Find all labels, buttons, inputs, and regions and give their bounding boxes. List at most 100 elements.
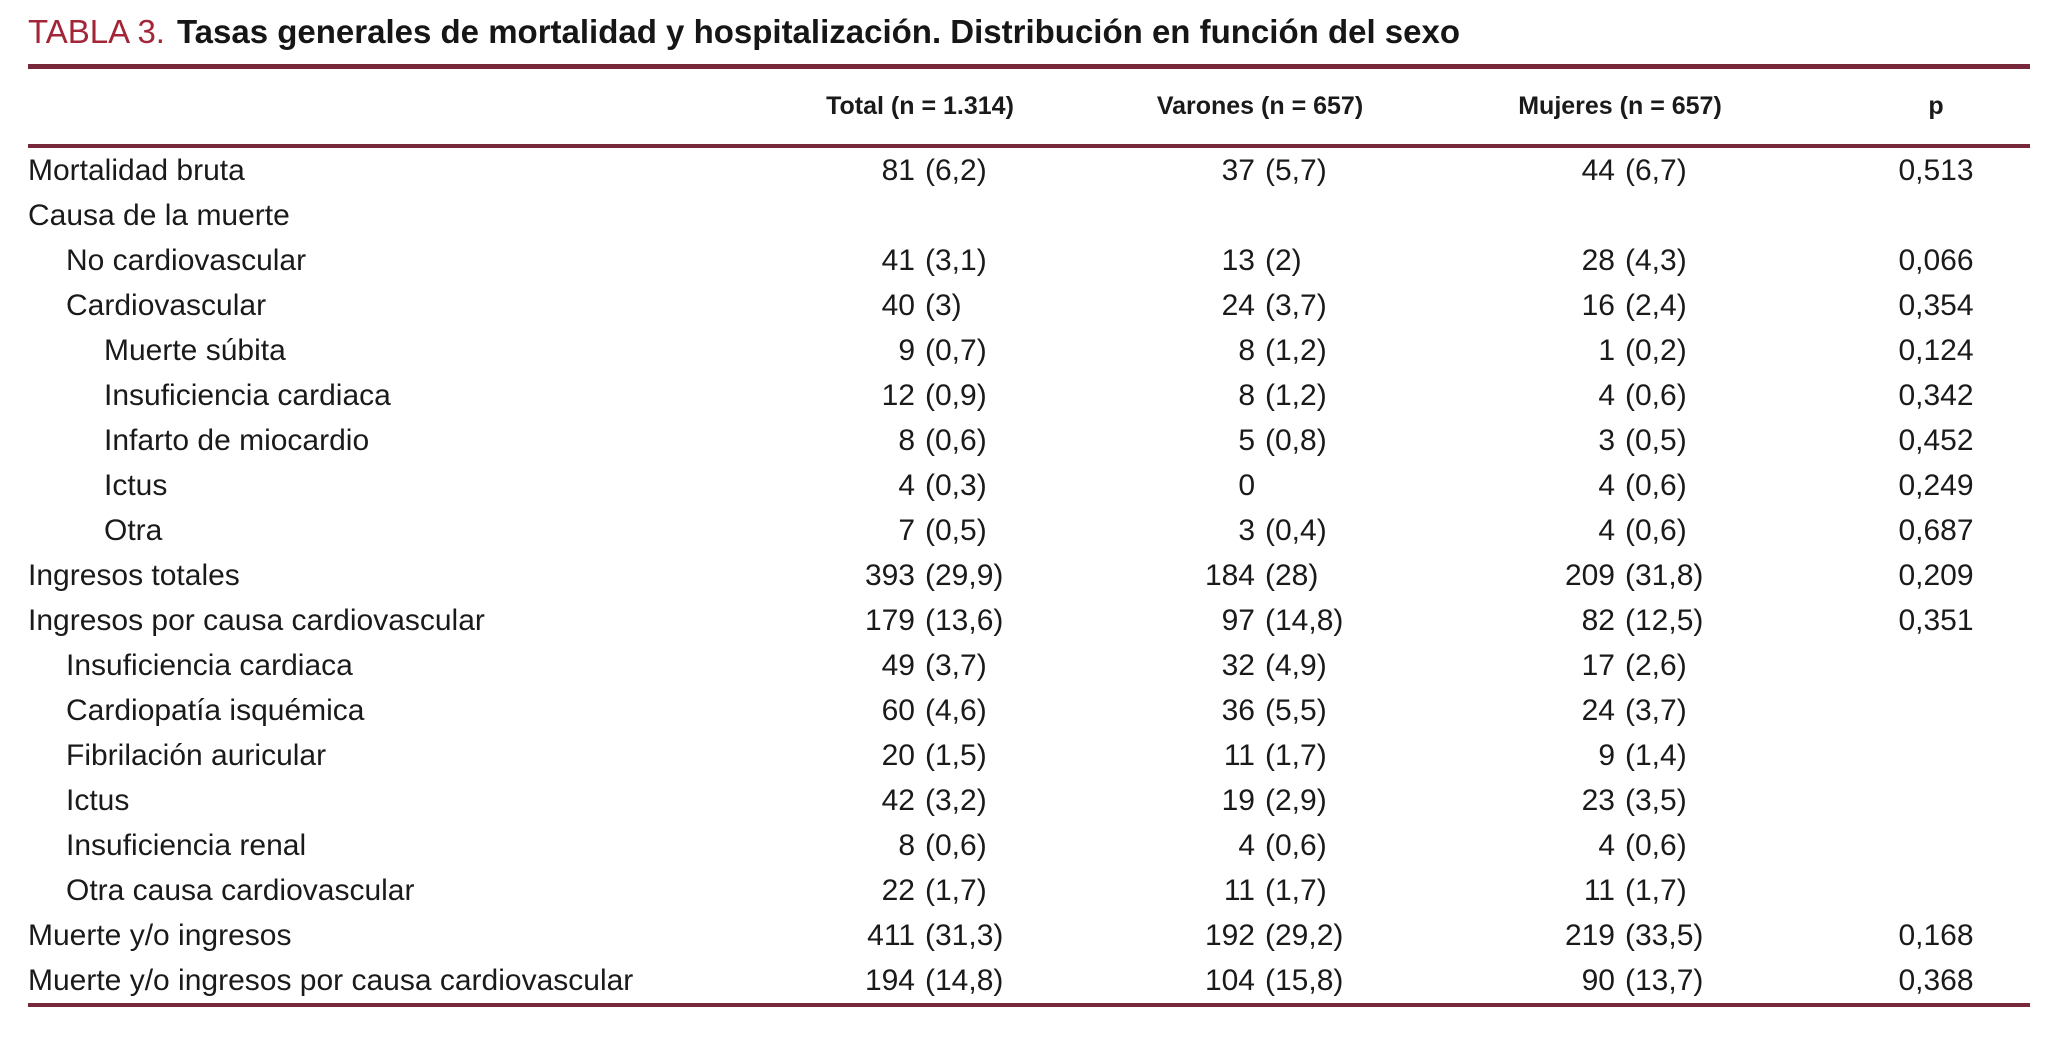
- cell-count: 60: [881, 693, 915, 727]
- cell-count: 179: [864, 603, 915, 637]
- row-label: No cardiovascular: [66, 243, 307, 277]
- row-label: Fibrilación auricular: [66, 738, 327, 772]
- cell-count: 49: [881, 648, 915, 682]
- column-header-total: Total (n = 1.314): [826, 92, 1014, 120]
- cell-count: 104: [1204, 963, 1255, 997]
- cell-percent: (0,2): [1625, 333, 1687, 367]
- cell-total: 41 (3,1): [760, 244, 1080, 278]
- cell-mujeres: 4 (0,6): [1440, 469, 1800, 503]
- cell-p-value: 0,209: [1898, 558, 1974, 592]
- row-label: Ictus: [104, 468, 168, 502]
- cell-percent: (3,7): [1625, 693, 1687, 727]
- cell-count: 184: [1204, 558, 1255, 592]
- cell-percent: (14,8): [925, 963, 1004, 997]
- cell-percent: (15,8): [1265, 963, 1344, 997]
- cell-varones: 184 (28): [1080, 559, 1440, 593]
- cell-p-value: 0,168: [1898, 918, 1974, 952]
- column-header-varones: Varones (n = 657): [1156, 92, 1364, 120]
- cell-count: 37: [1221, 153, 1255, 187]
- table-row: Ictus 42 (3,2) 19 (2,9) 23 (3,5): [28, 778, 2030, 823]
- cell-count: 4: [1238, 828, 1255, 862]
- cell-p-value: 0,066: [1898, 243, 1974, 277]
- cell-count: 209: [1564, 558, 1615, 592]
- cell-percent: (5,7): [1265, 153, 1327, 187]
- cell-percent: (0,7): [925, 333, 987, 367]
- cell-count: 82: [1581, 603, 1615, 637]
- cell-count: 8: [898, 828, 915, 862]
- cell-total: 60 (4,6): [760, 694, 1080, 728]
- cell-count: 0: [1238, 468, 1255, 502]
- table-row: Insuficiencia cardiaca 12 (0,9) 8 (1,2) 4 (0,6…: [28, 373, 2030, 418]
- cell-count: 41: [881, 243, 915, 277]
- row-label: Infarto de miocardio: [104, 423, 370, 457]
- cell-percent: (2,6): [1625, 648, 1687, 682]
- row-label: Muerte súbita: [104, 333, 286, 367]
- cell-varones: 24 (3,7): [1080, 289, 1440, 323]
- cell-total: 20 (1,5): [760, 739, 1080, 773]
- cell-total: 9 (0,7): [760, 334, 1080, 368]
- cell-p-value: 0,249: [1898, 468, 1974, 502]
- cell-percent: (1,2): [1265, 333, 1327, 367]
- cell-count: 1: [1598, 333, 1615, 367]
- cell-mujeres: 90 (13,7): [1440, 964, 1800, 998]
- row-label: Cardiovascular: [66, 288, 267, 322]
- cell-varones: 19 (2,9): [1080, 784, 1440, 818]
- cell-total: 22 (1,7): [760, 874, 1080, 908]
- table-number-label: TABLA 3.: [28, 13, 165, 50]
- cell-total: 179 (13,6): [760, 604, 1080, 638]
- cell-percent: (6,2): [925, 153, 987, 187]
- cell-varones: 3 (0,4): [1080, 514, 1440, 548]
- cell-percent: (2,4): [1625, 288, 1687, 322]
- cell-mujeres: 23 (3,5): [1440, 784, 1800, 818]
- cell-mujeres: 28 (4,3): [1440, 244, 1800, 278]
- row-label: Cardiopatía isquémica: [66, 693, 365, 727]
- row-label: Muerte y/o ingresos por causa cardiovasc…: [28, 963, 634, 997]
- cell-count: 24: [1221, 288, 1255, 322]
- cell-count: 9: [1598, 738, 1615, 772]
- row-label: Causa de la muerte: [28, 198, 290, 232]
- cell-count: 8: [1238, 333, 1255, 367]
- cell-percent: (3,2): [925, 783, 987, 817]
- cell-percent: (2): [1265, 243, 1302, 277]
- cell-varones: 13 (2): [1080, 244, 1440, 278]
- table-title: TABLA 3. Tasas generales de mortalidad y …: [28, 0, 2030, 52]
- cell-mujeres: 9 (1,4): [1440, 739, 1800, 773]
- cell-count: 192: [1204, 918, 1255, 952]
- cell-count: 7: [898, 513, 915, 547]
- cell-percent: (0,3): [925, 468, 987, 502]
- cell-percent: (3,5): [1625, 783, 1687, 817]
- cell-count: 194: [864, 963, 915, 997]
- cell-percent: (12,5): [1625, 603, 1704, 637]
- table-row: Otra 7 (0,5) 3 (0,4) 4 (0,6) 0,687: [28, 508, 2030, 553]
- cell-percent: (28): [1265, 558, 1319, 592]
- cell-count: 3: [1238, 513, 1255, 547]
- cell-count: 4: [1598, 513, 1615, 547]
- cell-mujeres: 209 (31,8): [1440, 559, 1800, 593]
- cell-percent: (0,6): [925, 828, 987, 862]
- cell-mujeres: 4 (0,6): [1440, 829, 1800, 863]
- cell-count: 4: [1598, 468, 1615, 502]
- cell-total: 42 (3,2): [760, 784, 1080, 818]
- cell-total: 49 (3,7): [760, 649, 1080, 683]
- cell-mujeres: 16 (2,4): [1440, 289, 1800, 323]
- cell-count: 28: [1581, 243, 1615, 277]
- cell-count: 8: [1238, 378, 1255, 412]
- row-label: Ingresos por causa cardiovascular: [28, 603, 485, 637]
- cell-percent: (1,7): [1265, 738, 1327, 772]
- cell-total: 7 (0,5): [760, 514, 1080, 548]
- cell-count: 11: [1583, 873, 1615, 907]
- table-header-row: Total (n = 1.314) Varones (n = 657) Muje…: [28, 69, 2030, 144]
- table-caption: Tasas generales de mortalidad y hospital…: [176, 13, 1461, 50]
- cell-count: 9: [898, 333, 915, 367]
- cell-varones: 36 (5,5): [1080, 694, 1440, 728]
- cell-count: 23: [1581, 783, 1615, 817]
- table-row: Ingresos por causa cardiovascular 179 (13,…: [28, 598, 2030, 643]
- cell-count: 19: [1221, 783, 1255, 817]
- cell-mujeres: 17 (2,6): [1440, 649, 1800, 683]
- cell-count: 44: [1581, 153, 1615, 187]
- row-label: Ingresos totales: [28, 558, 240, 592]
- cell-mujeres: 24 (3,7): [1440, 694, 1800, 728]
- cell-count: 3: [1598, 423, 1615, 457]
- cell-mujeres: 82 (12,5): [1440, 604, 1800, 638]
- cell-count: 219: [1564, 918, 1615, 952]
